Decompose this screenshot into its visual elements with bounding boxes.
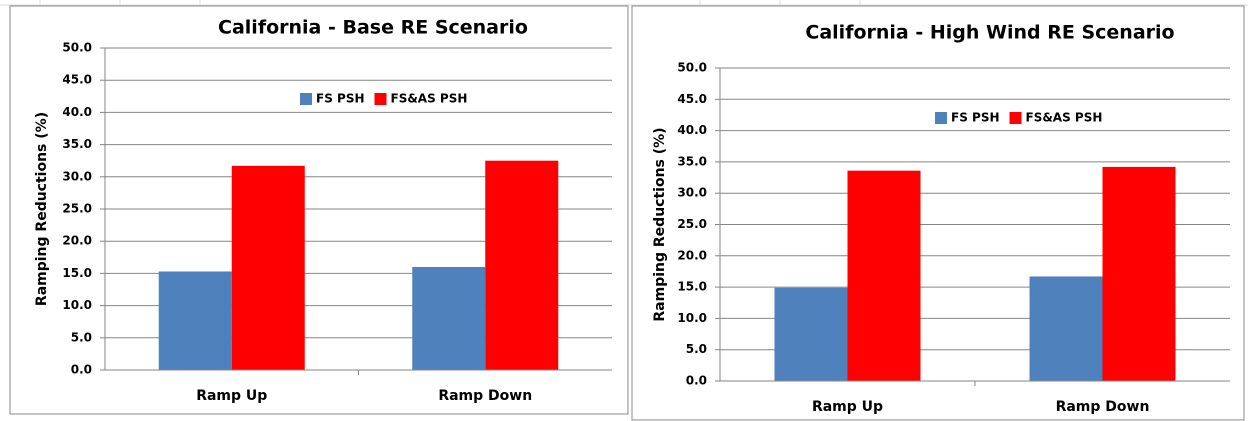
y-tick-label: 10.0: [677, 311, 707, 325]
x-tick-label: Ramp Down: [438, 388, 532, 404]
y-tick-label: 30.0: [62, 169, 92, 183]
bar: [1102, 166, 1176, 381]
x-tick-label: Ramp Up: [196, 388, 267, 404]
x-tick-label: Ramp Down: [1056, 399, 1150, 415]
legend-label: FS PSH: [951, 111, 1000, 125]
chart-title: California - High Wind RE Scenario: [805, 22, 1174, 44]
legend-label: FS PSH: [316, 92, 365, 106]
y-tick-label: 25.0: [677, 217, 707, 231]
y-tick-label: 35.0: [677, 154, 707, 168]
bar: [412, 266, 486, 370]
y-tick-label: 45.0: [62, 73, 92, 87]
legend-swatch: [935, 112, 947, 124]
y-tick-label: 20.0: [677, 248, 707, 262]
y-tick-label: 35.0: [62, 137, 92, 151]
legend-label: FS&AS PSH: [391, 92, 468, 106]
y-tick-label: 0.0: [71, 363, 92, 377]
y-tick-label: 15.0: [62, 266, 92, 280]
y-axis-label: Ramping Reductions (%): [652, 127, 668, 321]
y-tick-label: 50.0: [62, 41, 92, 55]
bar: [847, 170, 921, 381]
y-tick-label: 15.0: [677, 280, 707, 294]
bar: [231, 165, 305, 370]
y-tick-label: 30.0: [677, 186, 707, 200]
y-tick-label: 50.0: [677, 61, 707, 75]
y-tick-label: 20.0: [62, 234, 92, 248]
y-tick-label: 40.0: [677, 123, 707, 137]
bar: [158, 271, 232, 370]
legend-swatch: [1009, 112, 1022, 124]
bar: [1029, 276, 1103, 381]
bar: [485, 160, 559, 370]
y-tick-label: 10.0: [62, 298, 92, 312]
y-tick-label: 0.0: [686, 374, 707, 388]
sheet-grid: [0, 0, 1248, 6]
x-tick-label: Ramp Up: [812, 399, 883, 415]
y-tick-label: 40.0: [62, 105, 92, 119]
y-axis-label: Ramping Reductions (%): [34, 112, 50, 306]
y-tick-label: 5.0: [71, 330, 92, 344]
chart-title: California - Base RE Scenario: [218, 17, 528, 39]
y-tick-label: 25.0: [62, 202, 92, 216]
legend-swatch: [374, 93, 387, 105]
y-tick-label: 5.0: [686, 342, 707, 356]
legend-swatch: [300, 93, 312, 105]
bar: [774, 287, 848, 381]
legend-label: FS&AS PSH: [1026, 111, 1103, 125]
y-tick-label: 45.0: [677, 92, 707, 106]
